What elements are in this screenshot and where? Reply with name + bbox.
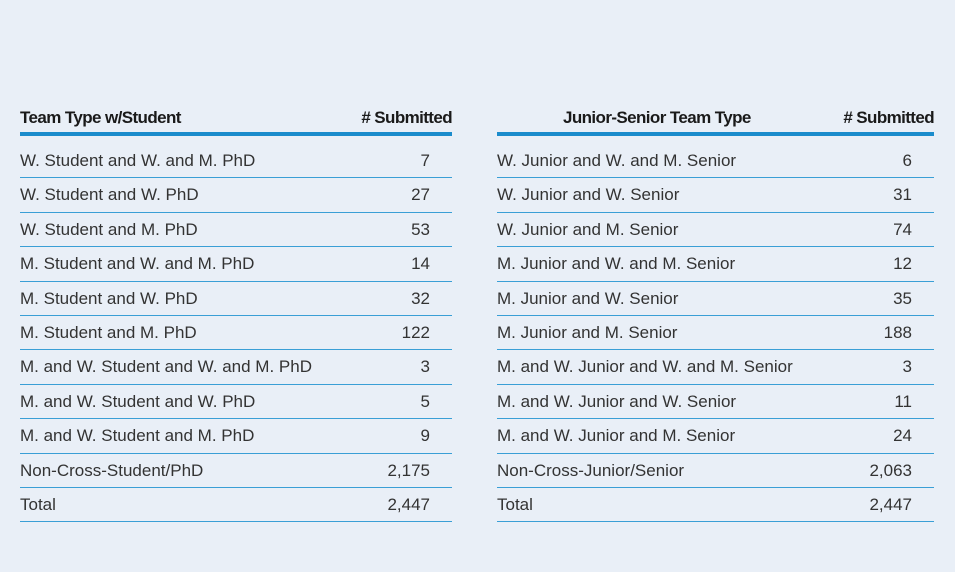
- header-row: Junior-Senior Team Type # Submitted: [497, 100, 935, 136]
- row-value: 7: [420, 151, 430, 170]
- row-value: 2,175: [387, 460, 430, 480]
- table-row: Total 2,447: [497, 488, 934, 523]
- row-label: Total: [497, 494, 533, 514]
- row-label: W. Junior and W. Senior: [497, 185, 680, 205]
- row-value: 2,063: [869, 460, 912, 480]
- row-value: 11: [894, 391, 912, 411]
- row-value: 24: [893, 426, 912, 446]
- row-value: 74: [893, 219, 912, 239]
- row-label: W. Student and W. PhD: [20, 185, 199, 205]
- row-label: Non-Cross-Student/PhD: [20, 460, 204, 480]
- row-label: M. and W. Junior and M. Senior: [497, 426, 736, 446]
- row-label: M. and W. Junior and W. Senior: [497, 391, 737, 411]
- column-header: Junior-Senior Team Type: [563, 108, 751, 127]
- table-row: W. Junior and W. Senior 31: [497, 178, 934, 213]
- row-label: W. Junior and M. Senior: [497, 219, 679, 239]
- row-value: 3: [420, 357, 430, 377]
- row-value: 188: [883, 322, 912, 342]
- row-label: W. Student and M. PhD: [20, 219, 198, 239]
- table-row: M. Junior and M. Senior 188: [497, 316, 934, 351]
- row-label: M. Junior and W. and M. Senior: [497, 254, 736, 274]
- table-row: M. Junior and W. and M. Senior 12: [497, 247, 934, 282]
- row-value: 14: [411, 254, 430, 274]
- table-row: M. and W. Student and W. and M. PhD 3: [20, 350, 452, 385]
- row-value: 9: [420, 426, 430, 446]
- row-label: M. and W. Student and M. PhD: [20, 426, 255, 446]
- table-row: M. and W. Junior and W. Senior 11: [497, 385, 934, 420]
- table-row: Non-Cross-Junior/Senior 2,063: [497, 454, 934, 488]
- row-value: 35: [893, 288, 912, 308]
- row-label: M. Junior and W. Senior: [497, 288, 679, 308]
- table-row: W. Junior and W. and M. Senior 6: [497, 144, 934, 179]
- header-row: Team Type w/Student # Submitted: [20, 100, 453, 136]
- table-row: W. Student and W. and M. PhD 7: [20, 144, 452, 179]
- table: Team Type w/Student # Submitted W. Student…: [20, 100, 453, 523]
- table-row: W. Student and M. PhD 53: [20, 213, 452, 248]
- row-value: 2,447: [387, 494, 430, 514]
- row-value: 6: [902, 151, 912, 170]
- table-row: W. Student and W. PhD 27: [20, 178, 452, 213]
- row-value: 27: [411, 185, 430, 205]
- row-value: 122: [401, 322, 430, 342]
- row-value: 53: [411, 219, 430, 239]
- row-value: 31: [893, 185, 912, 205]
- row-label: W. Student and W. and M. PhD: [20, 151, 256, 170]
- table-row: M. Student and W. and M. PhD 14: [20, 247, 452, 282]
- column-header: # Submitted: [843, 108, 934, 127]
- row-value: 12: [893, 254, 912, 274]
- row-label: M. and W. Junior and W. and M. Senior: [497, 357, 793, 377]
- row-label: M. Student and M. PhD: [20, 322, 197, 342]
- column-header: Team Type w/Student: [20, 108, 181, 127]
- row-label: M. Student and W. and M. PhD: [20, 254, 255, 274]
- table-row: M. Student and W. PhD 32: [20, 282, 452, 316]
- table-row: W. Junior and M. Senior 74: [497, 213, 934, 248]
- table-row: M. and W. Student and W. PhD 5: [20, 385, 452, 420]
- row-label: M. and W. Student and W. PhD: [20, 391, 256, 411]
- column-header: # Submitted: [361, 108, 452, 127]
- row-label: Total: [20, 494, 56, 514]
- row-label: M. Student and W. PhD: [20, 288, 198, 308]
- table-row: Total 2,447: [20, 488, 452, 523]
- row-label: Non-Cross-Junior/Senior: [497, 460, 685, 480]
- table-row: M. Junior and W. Senior 35: [497, 282, 934, 316]
- row-label: M. and W. Student and W. and M. PhD: [20, 357, 312, 377]
- row-value: 5: [420, 391, 430, 411]
- row-label: M. Junior and M. Senior: [497, 322, 678, 342]
- table-row: Non-Cross-Student/PhD 2,175: [20, 454, 452, 488]
- table-row: M. and W. Junior and W. and M. Senior 3: [497, 350, 934, 385]
- table-row: M. Student and M. PhD 122: [20, 316, 452, 351]
- table-row: M. and W. Student and M. PhD 9: [20, 419, 452, 454]
- row-value: 32: [411, 288, 430, 308]
- row-label: W. Junior and W. and M. Senior: [497, 151, 737, 170]
- row-value: 3: [902, 357, 912, 377]
- table-row: M. and W. Junior and M. Senior 24: [497, 419, 934, 454]
- table: Junior-Senior Team Type # Submitted W. Jun…: [497, 100, 935, 523]
- row-value: 2,447: [869, 494, 912, 514]
